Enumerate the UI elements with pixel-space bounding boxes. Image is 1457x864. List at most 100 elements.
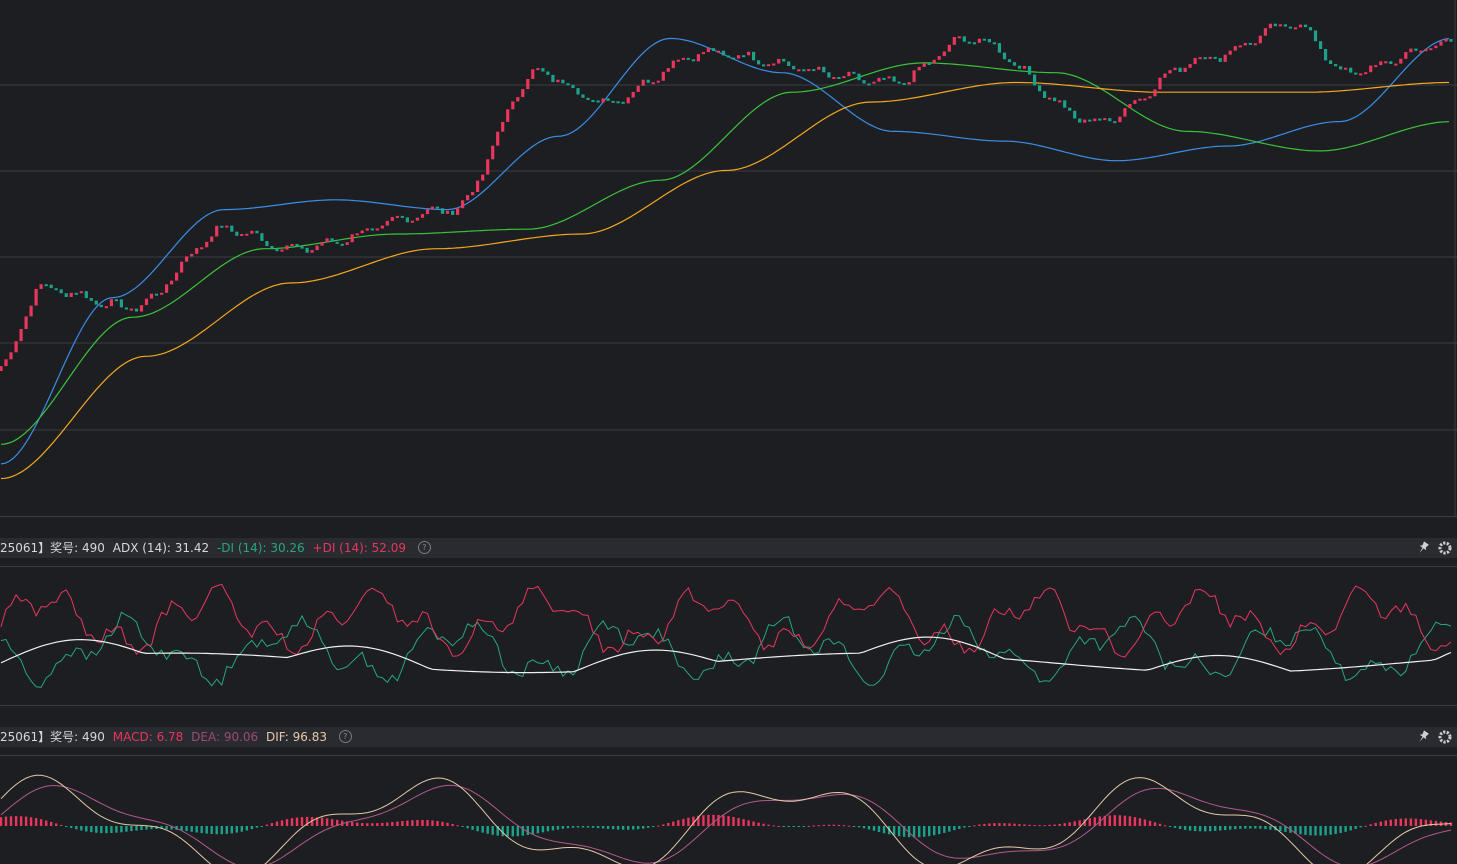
macd-bar <box>346 821 349 826</box>
candle <box>686 57 690 60</box>
macd-bar <box>1093 817 1096 826</box>
candle <box>124 307 128 310</box>
candle <box>982 38 986 41</box>
macd-bar <box>943 826 946 833</box>
candle <box>1369 65 1373 73</box>
macd-bar <box>1128 816 1132 826</box>
candle <box>481 174 485 181</box>
macd-bar <box>1173 826 1177 828</box>
macd-bar <box>1013 823 1016 826</box>
macd-bar <box>130 826 133 832</box>
candle <box>89 298 93 301</box>
candle <box>541 68 545 72</box>
candle <box>415 217 419 221</box>
macd-chart[interactable] <box>0 756 1457 864</box>
candle <box>656 80 660 83</box>
candle <box>1163 73 1167 78</box>
macd-bar <box>320 817 324 826</box>
macd-bar <box>777 825 780 827</box>
macd-bar <box>295 817 299 826</box>
macd-bar <box>150 826 153 830</box>
macd-bar <box>1008 823 1011 826</box>
macd-bar <box>60 825 63 826</box>
macd-bar <box>1229 826 1232 830</box>
candle <box>1374 65 1378 68</box>
macd-chart-pane[interactable] <box>0 756 1457 864</box>
macd-bar <box>1108 815 1111 826</box>
candle <box>942 51 946 57</box>
candle <box>1083 119 1087 123</box>
candle <box>1108 118 1112 122</box>
candle <box>611 100 615 103</box>
macd-bar <box>912 826 916 838</box>
macd-value-label: MACD: 6.78 <box>112 730 184 744</box>
candle <box>952 37 956 45</box>
macd-bar <box>1103 815 1106 826</box>
candle <box>922 63 926 67</box>
macd-bar <box>310 817 314 826</box>
macd-bar <box>902 826 906 837</box>
candle <box>626 97 630 104</box>
gear-icon[interactable] <box>1437 727 1453 747</box>
macd-bar <box>200 826 203 834</box>
macd-bar <box>1193 826 1197 832</box>
candle <box>927 63 931 65</box>
macd-bar <box>918 826 921 838</box>
candle <box>1123 108 1127 117</box>
macd-bar <box>1359 826 1362 828</box>
macd-bar <box>220 826 223 835</box>
candle <box>149 293 154 299</box>
macd-bar <box>39 819 43 826</box>
gear-icon[interactable] <box>1437 538 1453 558</box>
help-icon[interactable]: ? <box>338 730 352 743</box>
candlestick-chart[interactable] <box>0 0 1457 517</box>
candle <box>1439 41 1443 46</box>
candle <box>621 101 625 104</box>
candle <box>420 214 425 218</box>
macd-bar <box>1138 818 1142 826</box>
macd-bar <box>55 823 58 826</box>
macd-bar <box>351 822 354 826</box>
macd-bar <box>1279 826 1282 832</box>
candle <box>1027 66 1032 75</box>
macd-bar <box>682 818 685 826</box>
pin-icon[interactable] <box>1415 538 1431 558</box>
main-chart-pane[interactable] <box>0 0 1457 517</box>
pin-icon[interactable] <box>1415 727 1431 747</box>
candle <box>691 59 695 62</box>
candle <box>1188 64 1192 68</box>
macd-bar <box>1048 824 1051 826</box>
macd-bar <box>978 824 981 826</box>
candle <box>1173 67 1177 71</box>
candle <box>104 306 108 309</box>
macd-bar <box>1133 817 1137 826</box>
adx-chart-pane[interactable] <box>0 567 1457 705</box>
candle <box>109 299 113 307</box>
macd-bar <box>491 826 494 835</box>
candle <box>877 77 881 82</box>
macd-bar <box>205 826 208 834</box>
candle <box>270 246 274 249</box>
candle <box>39 284 43 289</box>
candle <box>1253 43 1257 46</box>
candle <box>711 48 716 51</box>
macd-bar <box>215 826 218 835</box>
macd-bar <box>401 821 404 826</box>
macd-bar <box>1249 826 1252 829</box>
macd-bar <box>1259 826 1262 829</box>
candle <box>726 55 731 58</box>
candle <box>1263 28 1267 36</box>
candle <box>160 292 164 295</box>
macd-bar <box>1324 826 1327 836</box>
help-icon[interactable]: ? <box>417 541 431 554</box>
candle <box>74 292 78 295</box>
candle <box>636 85 640 92</box>
macd-bar <box>667 823 670 826</box>
macd-bar <box>652 826 655 827</box>
candle <box>992 42 996 45</box>
macd-bar <box>34 818 38 826</box>
macd-bar <box>1429 820 1433 826</box>
candle <box>49 284 53 289</box>
candle <box>872 81 876 84</box>
adx-chart[interactable] <box>0 567 1457 705</box>
